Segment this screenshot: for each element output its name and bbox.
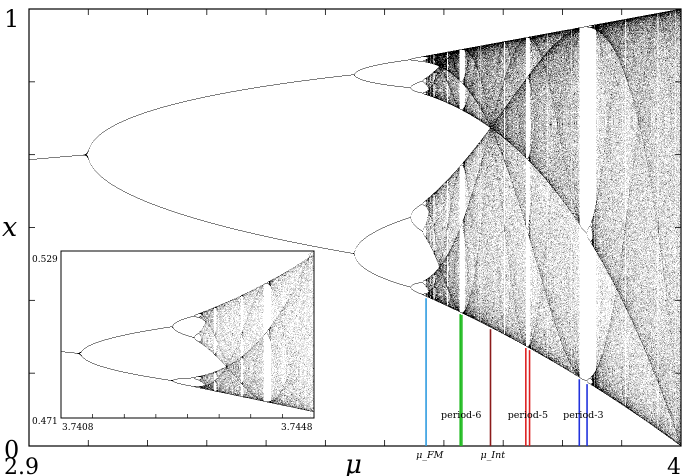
y-tick-bottom: 0 — [4, 436, 19, 464]
inset-x-tick-right: 3.7448 — [281, 423, 313, 433]
marker-label: period-5 — [508, 410, 548, 421]
marker-label: period-3 — [563, 410, 603, 421]
marker-label: μ_Int — [480, 450, 505, 461]
inset-y-tick-bottom: 0.471 — [32, 417, 58, 427]
marker-label: μ_FM — [416, 450, 444, 461]
y-axis-label: x — [2, 212, 17, 243]
inset-y-tick-top: 0.529 — [32, 255, 58, 265]
y-tick-top: 1 — [4, 5, 19, 33]
x-tick-right: 4 — [667, 455, 681, 476]
inset-bifurcation-points — [61, 251, 314, 418]
inset-ticks — [92, 414, 283, 418]
marker-labels: μ_FM μ_Int period-6 period-5 period-3 — [416, 410, 603, 461]
x-axis-label: μ — [345, 450, 362, 476]
main-ticks — [29, 9, 681, 446]
inset-bifurcation-raster — [61, 251, 314, 418]
marker-lines — [425, 298, 588, 446]
x-tick-left: 2.9 — [4, 455, 39, 476]
inset-x-tick-left: 3.7408 — [62, 423, 94, 433]
marker-label: period-6 — [441, 410, 481, 421]
inset-plot: 0.529 0.471 3.7408 3.7448 — [32, 250, 315, 433]
